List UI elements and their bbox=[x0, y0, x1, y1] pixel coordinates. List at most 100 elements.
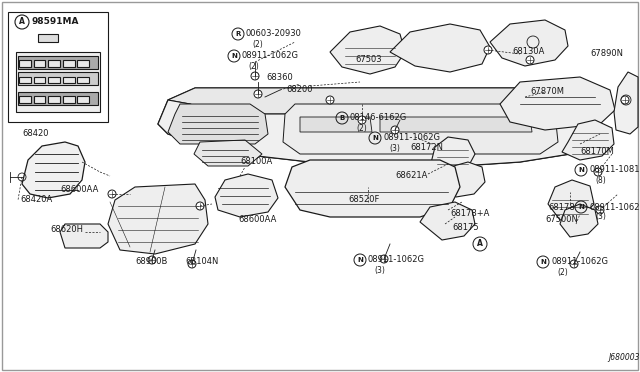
Polygon shape bbox=[194, 140, 262, 166]
Circle shape bbox=[391, 126, 399, 134]
Polygon shape bbox=[500, 77, 615, 130]
FancyBboxPatch shape bbox=[8, 12, 108, 122]
Polygon shape bbox=[420, 202, 475, 240]
Text: 08911-1062G: 08911-1062G bbox=[242, 51, 299, 61]
Polygon shape bbox=[168, 88, 590, 114]
Text: 08911-1062G: 08911-1062G bbox=[383, 134, 440, 142]
Text: 68620H: 68620H bbox=[50, 225, 83, 234]
Text: 68520F: 68520F bbox=[348, 196, 380, 205]
Text: B: B bbox=[339, 115, 344, 121]
Circle shape bbox=[254, 90, 262, 98]
Text: 67890N: 67890N bbox=[590, 49, 623, 58]
Polygon shape bbox=[63, 60, 74, 67]
Polygon shape bbox=[18, 72, 98, 85]
Polygon shape bbox=[445, 162, 485, 197]
Text: 68420A: 68420A bbox=[20, 196, 52, 205]
Circle shape bbox=[526, 56, 534, 64]
Polygon shape bbox=[300, 117, 372, 132]
Polygon shape bbox=[614, 72, 638, 134]
Circle shape bbox=[148, 256, 156, 264]
Circle shape bbox=[108, 190, 116, 198]
Circle shape bbox=[188, 260, 196, 268]
Text: N: N bbox=[231, 53, 237, 59]
Polygon shape bbox=[18, 92, 98, 105]
Text: 68420: 68420 bbox=[22, 129, 49, 138]
Text: 68200: 68200 bbox=[286, 86, 312, 94]
Text: 08911-1062G: 08911-1062G bbox=[551, 257, 608, 266]
Text: (2): (2) bbox=[356, 124, 367, 132]
Polygon shape bbox=[330, 26, 405, 74]
Text: R: R bbox=[236, 31, 241, 37]
Polygon shape bbox=[390, 24, 490, 72]
Text: 68621A: 68621A bbox=[395, 171, 428, 180]
Polygon shape bbox=[63, 96, 74, 103]
Text: N: N bbox=[578, 204, 584, 210]
Text: 68178+A: 68178+A bbox=[450, 209, 490, 218]
Circle shape bbox=[358, 116, 366, 124]
Text: N: N bbox=[578, 167, 584, 173]
Text: A: A bbox=[19, 17, 25, 26]
Text: (3): (3) bbox=[374, 266, 385, 275]
Text: (2): (2) bbox=[557, 267, 568, 276]
Polygon shape bbox=[77, 96, 89, 103]
Text: 08911-1081G: 08911-1081G bbox=[589, 166, 640, 174]
Polygon shape bbox=[285, 160, 460, 217]
Polygon shape bbox=[158, 88, 598, 166]
Circle shape bbox=[570, 260, 578, 268]
Polygon shape bbox=[77, 60, 89, 67]
Text: N: N bbox=[372, 135, 378, 141]
Circle shape bbox=[594, 168, 602, 176]
Text: (3): (3) bbox=[389, 144, 400, 153]
Text: (8): (8) bbox=[595, 176, 605, 185]
Polygon shape bbox=[63, 77, 74, 83]
Text: J680003V: J680003V bbox=[608, 353, 640, 362]
Polygon shape bbox=[22, 142, 85, 198]
Polygon shape bbox=[380, 117, 532, 132]
Text: (2): (2) bbox=[248, 61, 259, 71]
Text: 98591MA: 98591MA bbox=[32, 17, 79, 26]
Polygon shape bbox=[48, 96, 60, 103]
Polygon shape bbox=[283, 104, 558, 154]
Text: 67870M: 67870M bbox=[530, 87, 564, 96]
Polygon shape bbox=[168, 104, 268, 144]
Polygon shape bbox=[548, 180, 594, 220]
Text: (3): (3) bbox=[595, 212, 606, 221]
Text: 67503: 67503 bbox=[355, 55, 381, 64]
Text: 68900B: 68900B bbox=[135, 257, 168, 266]
Circle shape bbox=[251, 72, 259, 80]
Text: 08911-1062G: 08911-1062G bbox=[368, 256, 425, 264]
Text: 08911-1062G: 08911-1062G bbox=[589, 202, 640, 212]
Polygon shape bbox=[48, 60, 60, 67]
Polygon shape bbox=[560, 204, 598, 237]
Polygon shape bbox=[48, 77, 60, 83]
Polygon shape bbox=[38, 34, 58, 42]
Polygon shape bbox=[34, 77, 45, 83]
Text: A: A bbox=[477, 240, 483, 248]
Polygon shape bbox=[108, 184, 208, 254]
Text: 08146-6162G: 08146-6162G bbox=[350, 113, 407, 122]
Polygon shape bbox=[490, 20, 568, 66]
Polygon shape bbox=[158, 100, 598, 166]
Text: 68172N: 68172N bbox=[410, 144, 443, 153]
Circle shape bbox=[596, 206, 604, 214]
Polygon shape bbox=[19, 77, 31, 83]
Circle shape bbox=[196, 202, 204, 210]
Text: 68600AA: 68600AA bbox=[60, 186, 99, 195]
Polygon shape bbox=[34, 96, 45, 103]
Circle shape bbox=[380, 255, 388, 263]
Text: (2): (2) bbox=[252, 39, 263, 48]
Text: 68360: 68360 bbox=[266, 74, 292, 83]
Text: N: N bbox=[540, 259, 546, 265]
Text: N: N bbox=[357, 257, 363, 263]
Text: 68100A: 68100A bbox=[240, 157, 272, 167]
Polygon shape bbox=[562, 120, 614, 160]
Polygon shape bbox=[77, 77, 89, 83]
Polygon shape bbox=[215, 174, 278, 217]
Text: 00603-20930: 00603-20930 bbox=[246, 29, 302, 38]
Polygon shape bbox=[19, 96, 31, 103]
Polygon shape bbox=[16, 52, 100, 112]
Text: 67500N: 67500N bbox=[545, 215, 578, 224]
Text: 68178: 68178 bbox=[548, 202, 575, 212]
Circle shape bbox=[621, 96, 629, 104]
Circle shape bbox=[326, 96, 334, 104]
